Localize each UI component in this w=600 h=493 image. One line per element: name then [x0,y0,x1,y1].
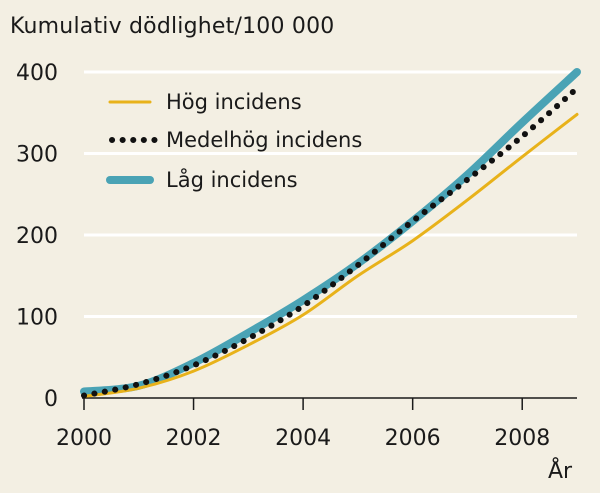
y-tick-label-300: 300 [16,143,58,168]
x-tick-label-2006: 2006 [385,426,441,451]
x-tick-label-2008: 2008 [494,426,550,451]
y-axis-title: Kumulativ dödlighet/100 000 [10,14,335,39]
series-line-låg-incidens [80,68,581,396]
series-line-medelhög-incidens [81,85,580,399]
x-axis-title: År [548,457,573,484]
x-tick-label-2004: 2004 [275,426,331,451]
y-tick-label-100: 100 [16,306,58,331]
legend-label-1: Medelhög incidens [166,128,362,152]
y-tick-label-200: 200 [16,224,58,249]
y-tick-label-0: 0 [44,387,58,412]
series-line-hög-incidens [82,112,579,398]
x-tick-label-2002: 2002 [166,426,222,451]
legend-label-0: Hög incidens [166,90,302,114]
legend-label-2: Låg incidens [166,167,298,192]
y-tick-label-400: 400 [16,61,58,86]
x-tick-label-2000: 2000 [56,426,112,451]
